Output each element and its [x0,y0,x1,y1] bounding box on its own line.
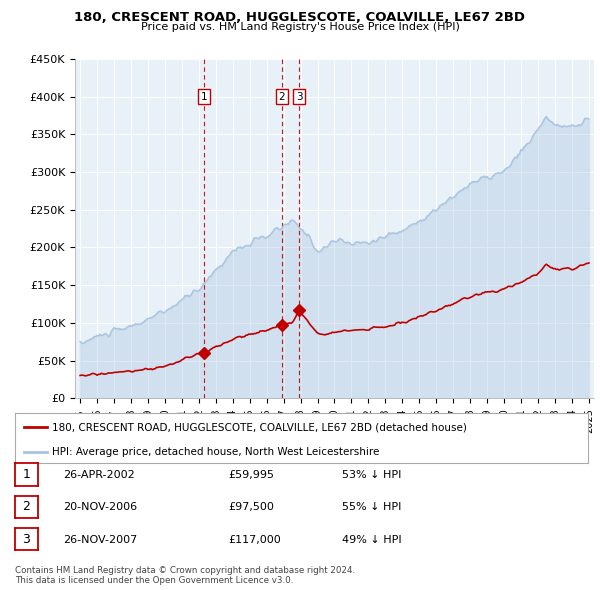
Text: 3: 3 [22,533,31,546]
Text: £97,500: £97,500 [228,503,274,512]
Text: HPI: Average price, detached house, North West Leicestershire: HPI: Average price, detached house, Nort… [52,447,380,457]
Text: 3: 3 [296,91,302,101]
Text: 20-NOV-2006: 20-NOV-2006 [63,503,137,512]
Text: 26-NOV-2007: 26-NOV-2007 [63,535,137,545]
Text: 2: 2 [278,91,285,101]
Text: £59,995: £59,995 [228,470,274,480]
Text: Contains HM Land Registry data © Crown copyright and database right 2024.
This d: Contains HM Land Registry data © Crown c… [15,566,355,585]
Text: 55% ↓ HPI: 55% ↓ HPI [342,503,401,512]
Text: 2: 2 [22,500,31,513]
Text: 180, CRESCENT ROAD, HUGGLESCOTE, COALVILLE, LE67 2BD (detached house): 180, CRESCENT ROAD, HUGGLESCOTE, COALVIL… [52,422,467,432]
Text: 26-APR-2002: 26-APR-2002 [63,470,135,480]
Text: Price paid vs. HM Land Registry's House Price Index (HPI): Price paid vs. HM Land Registry's House … [140,22,460,32]
Text: 1: 1 [22,468,31,481]
Text: 1: 1 [201,91,208,101]
Text: £117,000: £117,000 [228,535,281,545]
Text: 180, CRESCENT ROAD, HUGGLESCOTE, COALVILLE, LE67 2BD: 180, CRESCENT ROAD, HUGGLESCOTE, COALVIL… [74,11,526,24]
Text: 53% ↓ HPI: 53% ↓ HPI [342,470,401,480]
Text: 49% ↓ HPI: 49% ↓ HPI [342,535,401,545]
